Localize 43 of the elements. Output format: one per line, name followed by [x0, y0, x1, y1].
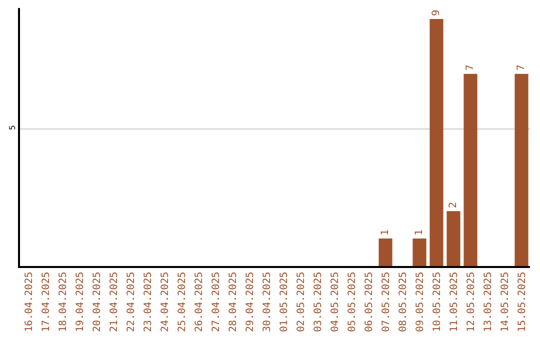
x-tick-label: 10.05.2025 [432, 272, 443, 332]
data-label: 7 [465, 64, 476, 71]
data-label: 1 [414, 229, 425, 236]
x-tick-label: 06.05.2025 [364, 272, 375, 332]
bar [378, 238, 392, 266]
x-tick-label: 30.04.2025 [262, 272, 273, 332]
x-tick-label: 20.04.2025 [92, 272, 103, 332]
data-label: 7 [516, 64, 527, 71]
x-tick-label: 04.05.2025 [330, 272, 341, 332]
x-tick-label: 11.05.2025 [448, 272, 460, 332]
x-tick-label: 05.05.2025 [346, 272, 358, 332]
data-label: 1 [380, 229, 391, 236]
bar [464, 74, 478, 266]
x-tick-label: 08.05.2025 [398, 272, 409, 332]
x-tick-label: 14.05.2025 [500, 272, 511, 332]
y-tick-label: 5 [8, 125, 18, 130]
x-tick-label: 21.04.2025 [108, 272, 120, 332]
x-tick-label: 09.05.2025 [414, 272, 426, 332]
x-tick-label: 02.05.2025 [296, 272, 307, 332]
bar [430, 18, 444, 266]
data-label: 9 [431, 10, 442, 16]
x-tick-label: 25.04.2025 [176, 272, 188, 332]
x-tick-label: 07.05.2025 [380, 272, 392, 332]
bar [412, 238, 426, 266]
x-tick-label: 23.04.2025 [142, 272, 154, 332]
bar [514, 74, 528, 266]
x-tick-label: 17.04.2025 [40, 272, 52, 332]
x-tick-label: 16.04.2025 [24, 272, 35, 332]
bar [446, 211, 460, 266]
x-tick-label: 01.05.2025 [278, 272, 290, 332]
x-tick-label: 29.04.2025 [244, 272, 256, 332]
x-tick-label: 18.04.2025 [58, 272, 69, 332]
x-tick-label: 26.04.2025 [194, 272, 205, 332]
x-tick-label: 13.05.2025 [482, 272, 494, 332]
x-tick-label: 15.05.2025 [516, 272, 528, 332]
x-tick-label: 28.04.2025 [228, 272, 239, 332]
x-tick-label: 12.05.2025 [466, 272, 477, 332]
data-label: 2 [448, 202, 459, 208]
x-tick-label: 03.05.2025 [312, 272, 324, 332]
x-tick-label: 24.04.2025 [160, 272, 171, 332]
x-tick-label: 22.04.2025 [126, 272, 137, 332]
x-tick-label: 27.04.2025 [210, 272, 222, 332]
x-tick-label: 19.04.2025 [74, 272, 86, 332]
